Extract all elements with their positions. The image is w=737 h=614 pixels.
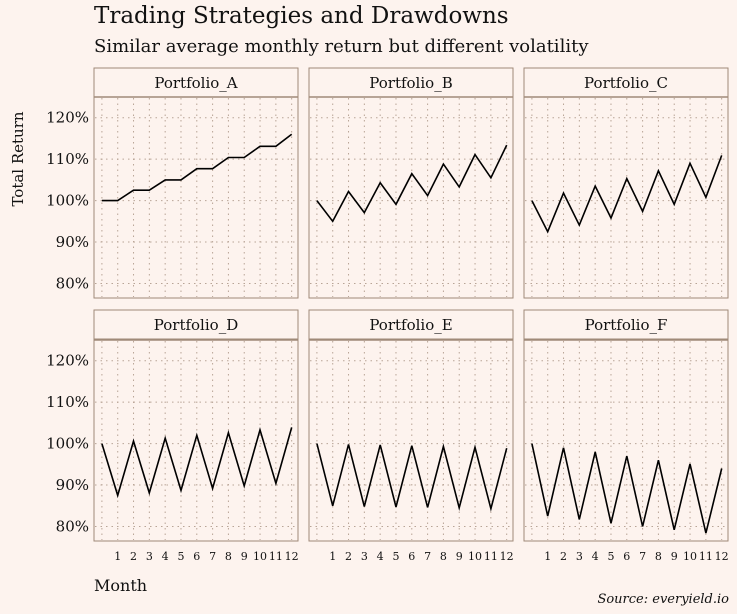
x-tick-label: 4 xyxy=(377,550,384,563)
strip-label-portfolio-c: Portfolio_C xyxy=(584,74,668,92)
x-tick-label: 4 xyxy=(162,550,169,563)
x-tick-label: 7 xyxy=(639,550,646,563)
y-tick-label: 100% xyxy=(46,435,89,453)
series-line-portfolio-f xyxy=(531,443,723,534)
strip-portfolio-b xyxy=(308,67,514,98)
y-tick-label: 100% xyxy=(46,192,89,210)
x-tick-label: 3 xyxy=(146,550,153,563)
panel-portfolio-b xyxy=(308,96,514,299)
x-tick-label: 5 xyxy=(607,550,614,563)
x-tick-label: 3 xyxy=(576,550,583,563)
y-tick-label: 90% xyxy=(56,233,89,251)
x-tick-label: 9 xyxy=(671,550,678,563)
strip-label-portfolio-e: Portfolio_E xyxy=(369,316,452,334)
series-line-portfolio-d xyxy=(101,427,293,499)
x-tick-label: 10 xyxy=(468,550,482,563)
x-tick-label: 5 xyxy=(177,550,184,563)
x-tick-label: 2 xyxy=(345,550,352,563)
x-tick-label: 7 xyxy=(209,550,216,563)
y-tick-label: 110% xyxy=(46,393,89,411)
x-tick-label: 9 xyxy=(456,550,463,563)
strip-portfolio-a xyxy=(93,67,299,98)
strip-label-portfolio-b: Portfolio_B xyxy=(369,74,452,92)
series-line-portfolio-a xyxy=(101,133,293,202)
x-tick-label: 7 xyxy=(424,550,431,563)
x-tick-label: 8 xyxy=(440,550,447,563)
y-tick-label: 80% xyxy=(56,517,89,535)
y-tick-label: 80% xyxy=(56,274,89,292)
x-tick-label: 2 xyxy=(130,550,137,563)
chart-title: Trading Strategies and Drawdowns xyxy=(94,3,509,29)
panel-portfolio-a xyxy=(93,96,299,299)
x-tick-label: 10 xyxy=(253,550,267,563)
x-tick-label: 6 xyxy=(408,550,415,563)
x-tick-label: 12 xyxy=(285,550,299,563)
x-tick-label: 11 xyxy=(699,550,713,563)
chart-subtitle: Similar average monthly return but diffe… xyxy=(94,36,589,57)
x-tick-label: 4 xyxy=(592,550,599,563)
series-line-portfolio-b xyxy=(316,144,508,223)
x-axis-label: Month xyxy=(94,576,148,595)
x-tick-label: 1 xyxy=(544,550,551,563)
x-tick-label: 11 xyxy=(269,550,283,563)
source-note: Source: everyield.io xyxy=(597,592,729,607)
y-tick-label: 90% xyxy=(56,476,89,494)
y-tick-label: 120% xyxy=(46,109,89,127)
x-tick-label: 1 xyxy=(114,550,121,563)
x-tick-label: 6 xyxy=(623,550,630,563)
x-tick-label: 6 xyxy=(193,550,200,563)
series-line-portfolio-e xyxy=(316,443,508,512)
y-tick-label: 120% xyxy=(46,352,89,370)
panel-portfolio-f xyxy=(523,339,729,542)
x-tick-label: 5 xyxy=(392,550,399,563)
x-tick-label: 11 xyxy=(484,550,498,563)
x-tick-label: 10 xyxy=(683,550,697,563)
x-tick-label: 9 xyxy=(241,550,248,563)
x-tick-label: 12 xyxy=(500,550,514,563)
x-tick-label: 3 xyxy=(361,550,368,563)
x-tick-label: 1 xyxy=(329,550,336,563)
series-line-portfolio-c xyxy=(531,155,723,234)
strip-label-portfolio-f: Portfolio_F xyxy=(585,316,668,334)
x-tick-label: 2 xyxy=(560,550,567,563)
strip-label-portfolio-a: Portfolio_A xyxy=(154,74,237,92)
panel-portfolio-c xyxy=(523,96,729,299)
x-tick-label: 8 xyxy=(655,550,662,563)
x-tick-label: 8 xyxy=(225,550,232,563)
strip-label-portfolio-d: Portfolio_D xyxy=(154,316,238,334)
panel-portfolio-e xyxy=(308,339,514,542)
strip-portfolio-f xyxy=(523,309,729,340)
strip-portfolio-d xyxy=(93,309,299,340)
x-tick-label: 12 xyxy=(715,550,729,563)
y-tick-label: 110% xyxy=(46,150,89,168)
strip-portfolio-e xyxy=(308,309,514,340)
strip-portfolio-c xyxy=(523,67,729,98)
